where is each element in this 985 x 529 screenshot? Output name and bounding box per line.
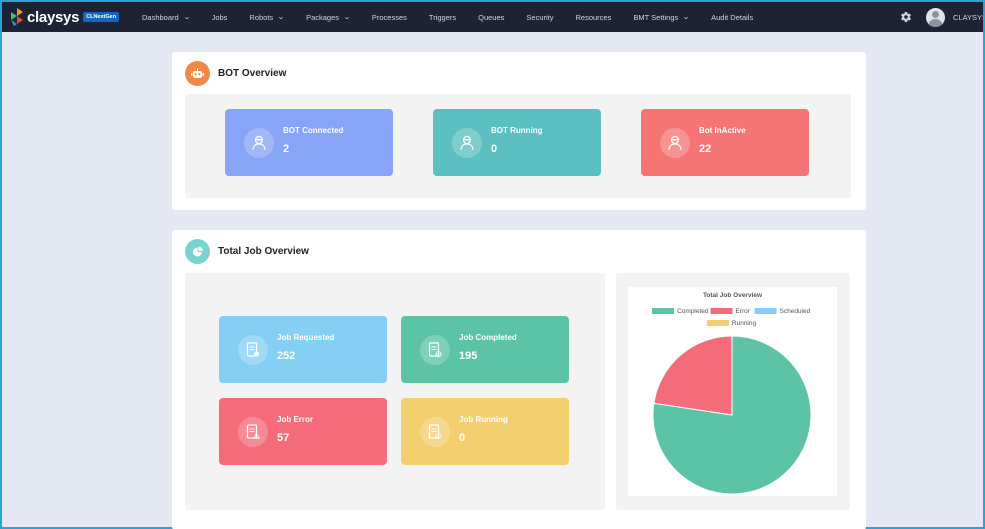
nav-item-audit-details[interactable]: Audit Details bbox=[711, 13, 753, 22]
chevron-down-icon: ⌄ bbox=[182, 14, 191, 21]
brand-logo[interactable]: claysys CLNextGen bbox=[10, 8, 122, 26]
nav-item-triggers[interactable]: Triggers bbox=[429, 13, 456, 22]
nav-item-label: Dashboard bbox=[142, 12, 179, 22]
nav-item-bmt-settings[interactable]: BMT Settings ⌄ bbox=[633, 12, 691, 22]
nav-item-label: Robots bbox=[249, 12, 274, 22]
nav-item-queues[interactable]: Queues bbox=[478, 13, 504, 22]
top-navbar: claysys CLNextGen Dashboard ⌄ Jobs Robots ⌄ P… bbox=[2, 2, 983, 32]
nav-item-processes[interactable]: Processes bbox=[372, 13, 407, 22]
document-warning-icon bbox=[238, 416, 268, 447]
chevron-down-icon: ⌄ bbox=[343, 14, 351, 21]
job-requested-label: Job Requested bbox=[277, 333, 335, 342]
bot-running-label: BOT Running bbox=[491, 126, 543, 135]
job-completed-value: 195 bbox=[459, 350, 478, 362]
bot-overview-card: BOT Overview BOT Connected 2 BOT Running… bbox=[172, 52, 866, 210]
job-running-value: 0 bbox=[459, 432, 466, 444]
nav-menu: Dashboard ⌄ Jobs Robots ⌄ Packages ⌄ Processes T… bbox=[142, 13, 775, 22]
user-avatar[interactable] bbox=[926, 7, 945, 27]
bot-inactive-label: Bot InActive bbox=[699, 126, 746, 135]
gear-icon[interactable] bbox=[900, 11, 912, 23]
nav-item-label: Triggers bbox=[428, 12, 457, 22]
nav-item-label: Audit Details bbox=[711, 12, 754, 22]
chevron-down-icon: ⌄ bbox=[682, 14, 691, 21]
legend-item-completed[interactable]: Completed bbox=[652, 308, 709, 315]
bot-overview-title: BOT Overview bbox=[218, 68, 287, 79]
bot-connected-icon bbox=[244, 127, 274, 158]
bot-connected-value: 2 bbox=[283, 143, 290, 155]
job-requested-tile[interactable]: Job Requested 252 bbox=[219, 316, 387, 383]
chevron-down-icon: ⌄ bbox=[277, 14, 285, 21]
nav-item-label: Packages bbox=[306, 12, 339, 22]
job-overview-title: Total Job Overview bbox=[218, 246, 309, 257]
bot-running-tile[interactable]: BOT Running 0 bbox=[433, 109, 601, 176]
bot-running-icon bbox=[452, 127, 482, 158]
nav-item-label: Security bbox=[526, 12, 554, 22]
job-running-tile[interactable]: Job Running 0 bbox=[401, 398, 569, 465]
user-name[interactable]: CLAYSYS bbox=[953, 12, 983, 22]
brand-badge: CLNextGen bbox=[83, 12, 120, 22]
job-running-label: Job Running bbox=[459, 415, 508, 424]
bot-inactive-value: 22 bbox=[699, 143, 712, 155]
job-error-tile[interactable]: Job Error 57 bbox=[219, 398, 387, 465]
nav-item-resources[interactable]: Resources bbox=[576, 13, 612, 22]
nav-item-label: Jobs bbox=[211, 12, 228, 22]
bot-stats-panel: BOT Connected 2 BOT Running 0 Bot InActi… bbox=[185, 94, 851, 198]
nav-item-label: Queues bbox=[478, 12, 505, 22]
legend-label: Error bbox=[736, 308, 751, 315]
nav-item-jobs[interactable]: Jobs bbox=[212, 13, 228, 22]
pie-slice-error[interactable] bbox=[653, 335, 733, 416]
bot-connected-label: BOT Connected bbox=[283, 126, 344, 135]
document-check-icon bbox=[420, 334, 450, 365]
bot-inactive-tile[interactable]: Bot InActive 22 bbox=[641, 109, 809, 176]
job-overview-card: Total Job Overview Job Requested 252 Job… bbox=[172, 230, 866, 529]
nav-item-security[interactable]: Security bbox=[526, 13, 553, 22]
legend-item-running[interactable]: Running bbox=[706, 320, 757, 327]
bot-running-value: 0 bbox=[491, 143, 498, 155]
robot-icon bbox=[185, 61, 210, 86]
nav-item-packages[interactable]: Packages ⌄ bbox=[306, 12, 351, 22]
job-error-label: Job Error bbox=[277, 415, 314, 424]
bot-connected-tile[interactable]: BOT Connected 2 bbox=[225, 109, 393, 176]
nav-item-dashboard[interactable]: Dashboard ⌄ bbox=[142, 13, 190, 22]
job-completed-label: Job Completed bbox=[459, 333, 517, 342]
document-icon bbox=[238, 334, 268, 365]
job-stats-panel: Job Requested 252 Job Completed 195 Job … bbox=[185, 273, 605, 510]
job-requested-value: 252 bbox=[277, 350, 296, 362]
legend-label: Completed bbox=[677, 308, 709, 315]
chart-title: Total Job Overview bbox=[703, 292, 763, 299]
nav-item-label: Resources bbox=[575, 12, 612, 22]
bot-inactive-icon bbox=[660, 127, 690, 158]
nav-item-robots[interactable]: Robots ⌄ bbox=[249, 12, 285, 22]
claysys-logo-icon bbox=[11, 8, 23, 26]
job-error-value: 57 bbox=[277, 432, 290, 444]
job-chart-panel: Total Job Overview Completed Error Schedule… bbox=[616, 273, 850, 510]
legend-item-scheduled[interactable]: Scheduled bbox=[754, 308, 811, 315]
legend-label: Running bbox=[732, 320, 757, 327]
brand-name: claysys bbox=[27, 8, 80, 26]
nav-item-label: Processes bbox=[371, 12, 407, 22]
nav-item-label: BMT Settings bbox=[633, 12, 679, 22]
legend-item-error[interactable]: Error bbox=[710, 308, 751, 315]
legend-label: Scheduled bbox=[780, 308, 811, 315]
job-completed-tile[interactable]: Job Completed 195 bbox=[401, 316, 569, 383]
pie-chart-icon bbox=[185, 239, 210, 264]
job-pie-chart: Total Job Overview Completed Error Schedule… bbox=[628, 287, 837, 496]
document-gear-icon bbox=[420, 416, 450, 447]
pie-chart-svg: Total Job Overview Completed Error Schedule… bbox=[652, 292, 812, 495]
